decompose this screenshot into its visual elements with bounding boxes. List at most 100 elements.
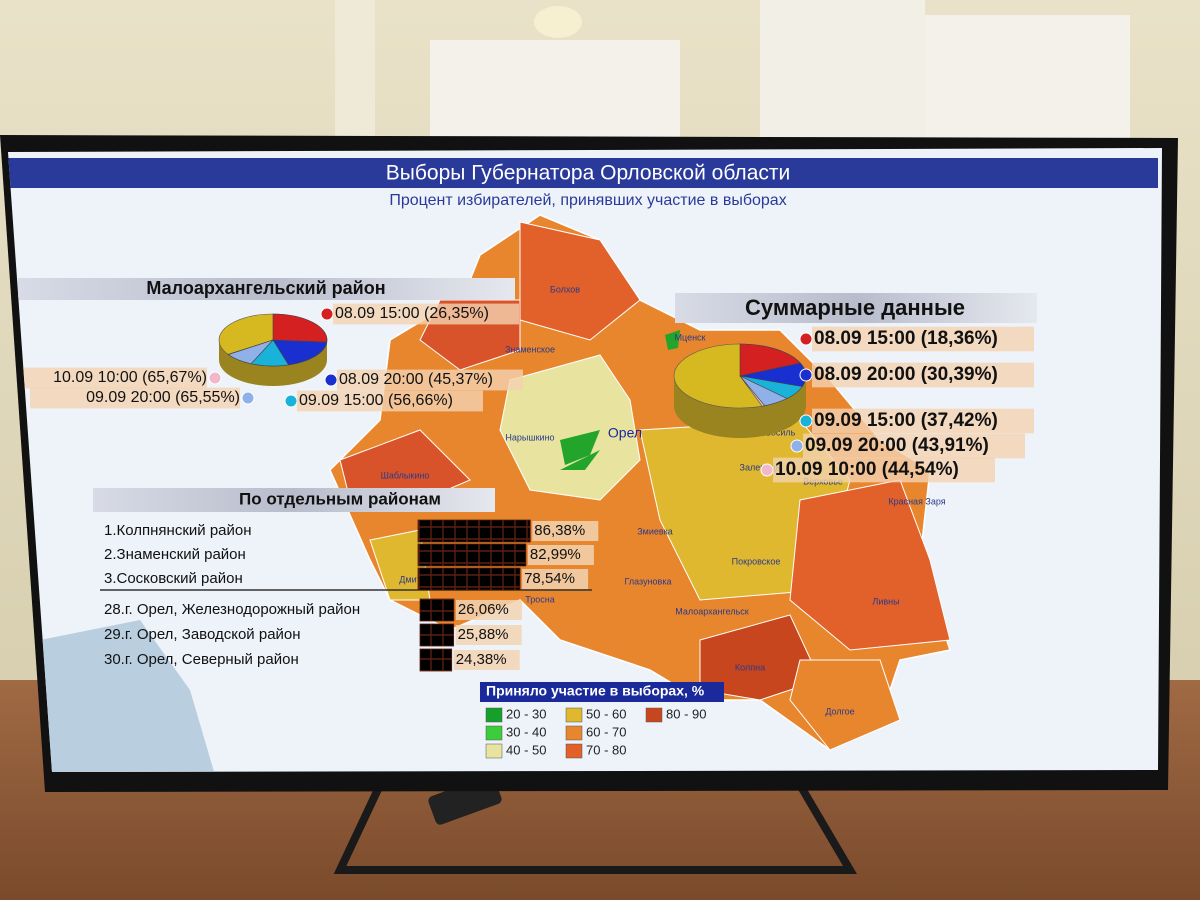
marker bbox=[760, 463, 774, 477]
map-label: Ливны bbox=[872, 596, 899, 606]
value-label: 82,99% bbox=[530, 546, 581, 563]
time: 09.09 20:00 bbox=[805, 435, 906, 456]
time: 08.09 20:00 bbox=[814, 364, 915, 385]
title: Выборы Губернатора Орловской области bbox=[386, 162, 790, 185]
bar bbox=[417, 519, 531, 543]
legend-label: 50 - 60 bbox=[586, 706, 626, 721]
legend-swatch bbox=[645, 707, 663, 723]
time: 09.09 15:00 bbox=[814, 410, 915, 431]
legend-header bbox=[480, 682, 724, 702]
region bbox=[789, 659, 901, 751]
legend-label: 20 - 30 bbox=[506, 706, 546, 721]
panel-title: Малоархангельский район bbox=[146, 278, 385, 298]
percent: (65,55%) bbox=[175, 389, 240, 406]
legend-swatch bbox=[485, 725, 503, 741]
district-name: 29.г. Орел, Заводской район bbox=[104, 626, 301, 643]
map-label: Нарышкино bbox=[505, 432, 554, 442]
bar bbox=[417, 567, 521, 591]
column bbox=[760, 0, 925, 150]
map-label: Долгое bbox=[825, 706, 854, 716]
time-label: 09.09 15:00 (56,66%) bbox=[299, 392, 453, 409]
marker bbox=[324, 373, 338, 387]
marker bbox=[799, 332, 813, 346]
label-bg bbox=[30, 387, 240, 409]
panel-title: По отдельным районам bbox=[239, 489, 441, 508]
legend-label: 80 - 90 bbox=[666, 706, 706, 721]
legend-title: Приняло участие в выборах, % bbox=[486, 683, 705, 699]
value-label: 78,54% bbox=[524, 570, 575, 587]
bar bbox=[419, 648, 453, 672]
pie-slice bbox=[272, 339, 328, 366]
map-label: Малоархангельск bbox=[675, 606, 748, 616]
legend-label: 30 - 40 bbox=[506, 724, 546, 739]
time-label: 09.09 20:00 (65,55%) bbox=[86, 389, 240, 406]
column bbox=[335, 0, 375, 150]
district-name: 3.Сосковский район bbox=[104, 570, 243, 587]
time-label: 09.09 20:00 (43,91%) bbox=[805, 435, 989, 456]
legend: 20 - 30 30 - 40 40 - 50 50 - 60 60 - 70 70 - … bbox=[485, 706, 706, 759]
time: 09.09 20:00 bbox=[86, 389, 171, 406]
time-label: 10.09 10:00 (65,67%) bbox=[53, 369, 207, 386]
time-label: 08.09 15:00 (18,36%) bbox=[814, 328, 998, 349]
value-bg bbox=[527, 545, 594, 565]
value-bg bbox=[522, 569, 589, 589]
map-label: Дмит bbox=[399, 574, 420, 584]
legend-swatch bbox=[565, 743, 583, 759]
label-bg bbox=[812, 408, 1034, 434]
percent: (37,42%) bbox=[921, 410, 998, 431]
time-label: 08.09 20:00 (45,37%) bbox=[339, 371, 493, 388]
value-label: 24,38% bbox=[456, 651, 507, 668]
marker bbox=[284, 394, 298, 408]
mtsensk bbox=[665, 330, 680, 350]
bar bbox=[419, 623, 455, 647]
time: 08.09 20:00 bbox=[339, 371, 424, 388]
map-label: Тросна bbox=[525, 594, 554, 604]
region bbox=[499, 354, 641, 501]
pie-slice bbox=[739, 343, 801, 377]
ranking: 1.Колпнянский район 86,38% 2.Знаменский ра… bbox=[104, 519, 599, 672]
time: 08.09 15:00 bbox=[814, 328, 915, 349]
subtitle: Процент избирателей, принявших участие в… bbox=[389, 192, 786, 209]
label-bg bbox=[297, 390, 483, 412]
label-bg bbox=[812, 362, 1034, 388]
label-bg bbox=[773, 457, 995, 483]
district-name: 28.г. Орел, Железнодорожный район bbox=[104, 601, 360, 618]
neighbor-region bbox=[40, 620, 215, 772]
legend-label: 40 - 50 bbox=[506, 742, 546, 757]
legend-label: 70 - 80 bbox=[586, 742, 626, 757]
label-bg bbox=[8, 367, 207, 389]
map-label: Залегощь bbox=[740, 462, 781, 472]
bar bbox=[419, 598, 455, 622]
percent: (65,67%) bbox=[142, 369, 207, 386]
time-label: 08.09 20:00 (30,39%) bbox=[814, 364, 998, 385]
percent: (44,54%) bbox=[882, 459, 959, 480]
percent: (18,36%) bbox=[921, 328, 998, 349]
window bbox=[925, 15, 1130, 150]
label-bg bbox=[803, 433, 1025, 459]
percent: (45,37%) bbox=[428, 371, 493, 388]
legend-swatch bbox=[565, 725, 583, 741]
time-label: 10.09 10:00 (44,54%) bbox=[775, 459, 959, 480]
title-bar bbox=[8, 158, 1158, 188]
time: 10.09 10:00 bbox=[775, 459, 876, 480]
map-label: Шаблыкино bbox=[381, 470, 430, 480]
label-bg bbox=[333, 303, 519, 325]
map-label: Орел bbox=[608, 425, 642, 441]
marker bbox=[790, 439, 804, 453]
marker bbox=[799, 414, 813, 428]
map-label: Змиевка bbox=[637, 526, 673, 536]
legend-swatch bbox=[485, 707, 503, 723]
panel-header bbox=[93, 488, 495, 512]
screen: Выборы Губернатора Орловской области Про… bbox=[8, 148, 1162, 772]
summary-pie: 08.09 15:00 (18,36%) 08.09 20:00 (30,39%)… bbox=[673, 326, 1034, 483]
time: 10.09 10:00 bbox=[53, 369, 138, 386]
time-label: 09.09 15:00 (37,42%) bbox=[814, 410, 998, 431]
legend-swatch bbox=[565, 707, 583, 723]
time: 08.09 15:00 bbox=[335, 305, 420, 322]
marker bbox=[241, 391, 255, 405]
time: 09.09 15:00 bbox=[299, 392, 384, 409]
district-pie: 08.09 15:00 (26,35%) 08.09 20:00 (45,37%)… bbox=[8, 303, 523, 412]
value-bg bbox=[532, 521, 599, 541]
